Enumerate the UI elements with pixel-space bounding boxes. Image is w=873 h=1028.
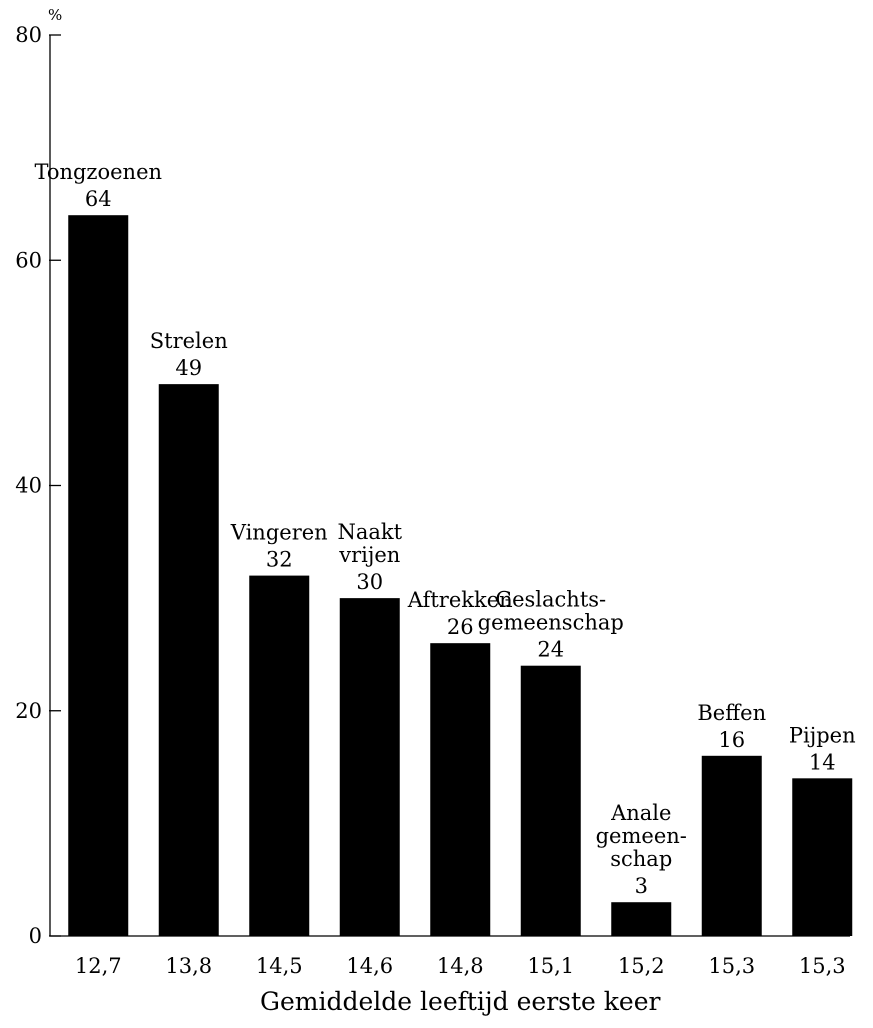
y-tick-label: 20 bbox=[15, 699, 42, 723]
bar bbox=[68, 215, 129, 936]
y-tick-label: 60 bbox=[15, 248, 42, 272]
x-tick-label: 15,3 bbox=[799, 954, 846, 978]
x-tick-label: 15,2 bbox=[618, 954, 665, 978]
bar-value-label: 3 bbox=[635, 874, 648, 898]
x-tick-label: 15,3 bbox=[708, 954, 755, 978]
x-tick-label: 15,1 bbox=[527, 954, 574, 978]
bar-value-label: 16 bbox=[718, 728, 745, 752]
bar bbox=[158, 384, 219, 936]
x-axis-title: Gemiddelde leeftijd eerste keer bbox=[260, 987, 660, 1016]
bar-value-label: 26 bbox=[447, 615, 474, 639]
bar-value-label: 24 bbox=[537, 638, 564, 662]
bar-value-label: 32 bbox=[266, 548, 293, 572]
y-tick-label: 40 bbox=[15, 474, 42, 498]
x-tick-label: 14,8 bbox=[437, 954, 484, 978]
y-axis-unit: % bbox=[48, 6, 62, 24]
x-tick-label: 12,7 bbox=[75, 954, 122, 978]
y-tick-label: 0 bbox=[29, 924, 42, 948]
y-axis-ticks: 0 20 40 60 80 bbox=[15, 23, 61, 948]
bar-name-label: gemeen- bbox=[596, 824, 687, 848]
x-tick-label: 14,6 bbox=[346, 954, 393, 978]
bar bbox=[339, 598, 400, 936]
bar-value-label: 14 bbox=[809, 750, 836, 774]
bar-name-label: gemeenschap bbox=[478, 611, 624, 635]
bar-name-label: vrijen bbox=[338, 543, 400, 567]
bar-name-label: Beffen bbox=[697, 701, 766, 725]
bar-name-label: Aftrekken bbox=[407, 588, 513, 612]
bar-name-label: Geslachts- bbox=[495, 588, 606, 612]
bar-value-label: 30 bbox=[356, 570, 383, 594]
bar bbox=[701, 755, 762, 936]
bar-name-label: Tongzoenen bbox=[34, 160, 162, 184]
bar-value-label: 64 bbox=[85, 187, 112, 211]
bar-value-label: 49 bbox=[175, 356, 202, 380]
bar bbox=[249, 575, 310, 936]
bar-name-label: Naakt bbox=[337, 520, 402, 544]
x-axis-tick-labels: 12,7 13,8 14,5 14,6 14,8 15,1 15,2 15,3 15,3 bbox=[75, 954, 846, 978]
bar-name-label: Strelen bbox=[150, 329, 228, 353]
bar-name-label: Anale bbox=[610, 801, 671, 825]
bars-group: 64 Tongzoenen 49 Strelen 32 Vingeren 30 Naaktvr… bbox=[34, 160, 856, 936]
bar bbox=[611, 902, 672, 936]
x-tick-label: 14,5 bbox=[256, 954, 303, 978]
bar-name-label: Pijpen bbox=[789, 723, 856, 747]
bar-name-label: schap bbox=[610, 847, 672, 871]
bar bbox=[520, 665, 581, 936]
y-tick-label: 80 bbox=[15, 23, 42, 47]
x-tick-label: 13,8 bbox=[165, 954, 212, 978]
bar bbox=[792, 778, 853, 936]
bar bbox=[430, 643, 491, 936]
bar-name-label: Vingeren bbox=[230, 521, 328, 545]
